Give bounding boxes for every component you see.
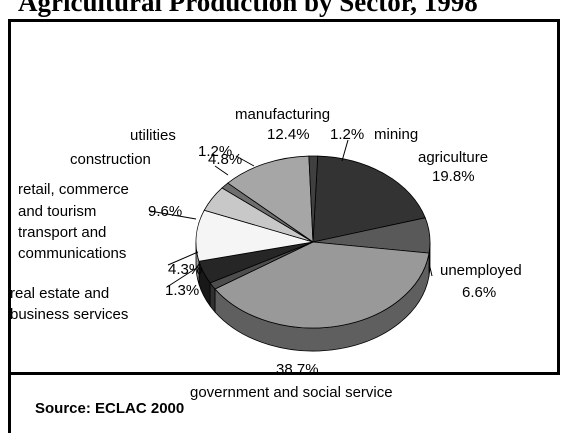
slice-label-4-line0: transport and bbox=[18, 224, 106, 241]
slice-label-2: government and social service bbox=[190, 384, 393, 401]
pie-slice-8 bbox=[227, 155, 314, 243]
leader-line-9 bbox=[341, 139, 349, 162]
frame-left-border bbox=[8, 19, 11, 433]
slice-percent-6: 4.8% bbox=[208, 151, 242, 168]
slice-label-7: utilities bbox=[130, 127, 176, 144]
slice-percent-0: 19.8% bbox=[432, 168, 475, 185]
leader-line-4 bbox=[167, 251, 199, 266]
leader-line-7 bbox=[235, 155, 255, 167]
slice-percent-3: 1.3% bbox=[165, 282, 199, 299]
slice-label-3-line1: business services bbox=[10, 306, 128, 323]
slice-percent-2: 38.7% bbox=[276, 361, 319, 378]
slice-percent-8: 12.4% bbox=[267, 126, 310, 143]
header-bar: Agricultural Production by Sector, 1998 bbox=[0, 0, 566, 22]
slice-label-9: mining bbox=[374, 126, 418, 143]
page-title: Agricultural Production by Sector, 1998 bbox=[18, 0, 478, 17]
leader-line-6 bbox=[214, 165, 229, 176]
pie-slice-0 bbox=[312, 155, 426, 243]
slice-percent-5: 9.6% bbox=[148, 203, 182, 220]
slice-label-3-line0: real estate and bbox=[10, 285, 109, 302]
slice-label-8: manufacturing bbox=[235, 106, 330, 123]
frame-right-border bbox=[557, 19, 560, 375]
slice-label-1: unemployed bbox=[440, 262, 522, 279]
source-note: Source: ECLAC 2000 bbox=[35, 400, 185, 417]
slice-percent-7: 1.2% bbox=[198, 143, 232, 160]
leader-line-3 bbox=[166, 266, 199, 288]
frame-top-border bbox=[8, 19, 560, 22]
frame-bottom-border bbox=[8, 372, 560, 375]
slice-label-6: construction bbox=[70, 151, 151, 168]
pie-slice-9 bbox=[308, 155, 319, 243]
slice-percent-1: 6.6% bbox=[462, 284, 496, 301]
slice-label-5-line1: and tourism bbox=[18, 203, 96, 220]
slice-label-0: agriculture bbox=[418, 149, 488, 166]
slice-percent-9: 1.2% bbox=[330, 126, 364, 143]
leader-line-5 bbox=[149, 210, 197, 220]
slice-label-5-line0: retail, commerce bbox=[18, 181, 129, 198]
slice-label-4-line1: communications bbox=[18, 245, 126, 262]
leader-line-1 bbox=[428, 262, 433, 277]
slice-percent-4: 4.3% bbox=[168, 261, 202, 278]
